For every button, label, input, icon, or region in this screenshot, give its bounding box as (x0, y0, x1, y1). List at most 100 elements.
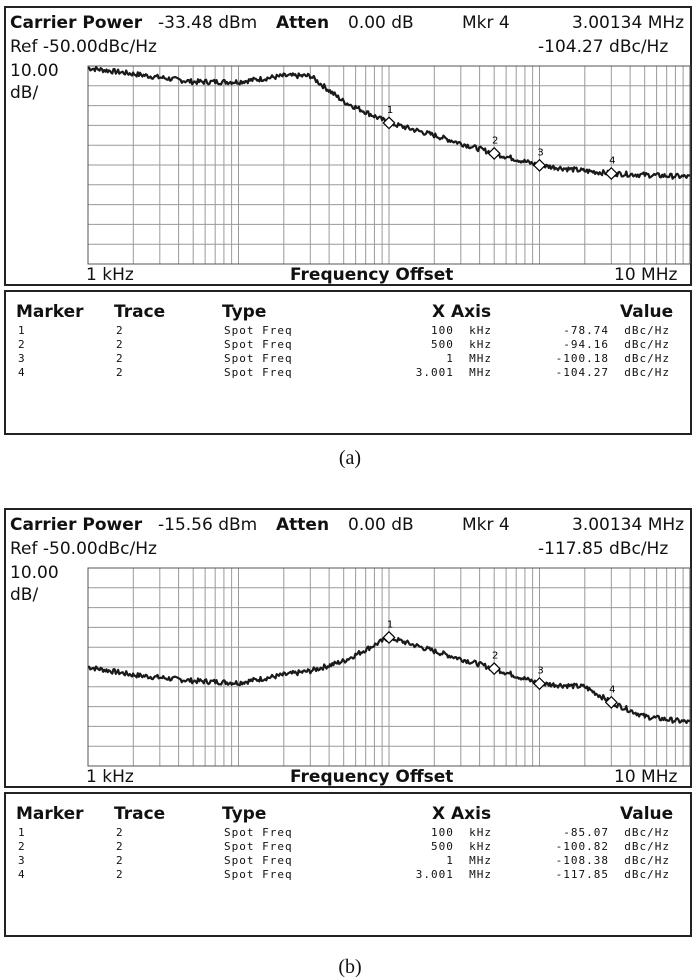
cell-marker: 2 (18, 840, 26, 853)
marker-1-diamond (382, 630, 396, 644)
atten-value: 0.00 dB (348, 13, 414, 33)
x-axis-start-label: 1 kHz (86, 767, 134, 787)
cell-x-axis: 100 kHz (431, 324, 492, 337)
cell-type: Spot Freq (224, 366, 293, 379)
cell-trace: 2 (116, 868, 124, 881)
col-header-type: Type (222, 302, 267, 322)
marker-4-diamond (604, 166, 618, 180)
scale-unit: dB/ (10, 83, 39, 103)
carrier-power-label: Carrier Power (10, 13, 143, 33)
atten-label: Atten (276, 13, 330, 33)
x-axis-end-label: 10 MHz (614, 767, 678, 787)
plot-area: Carrier Power -33.48 dBm Atten 0.00 dB M… (4, 6, 692, 286)
col-header-trace: Trace (114, 804, 166, 824)
cell-x-axis: 3.001 MHz (415, 868, 492, 881)
marker-table: Marker Trace Type X Axis Value 1 2 Spot … (4, 290, 692, 435)
cell-x-axis: 1 MHz (446, 854, 492, 867)
carrier-power-value: -33.48 dBm (158, 13, 258, 33)
cell-marker: 3 (18, 352, 26, 365)
marker-1-label: 1 (387, 105, 393, 116)
cell-x-axis: 3.001 MHz (415, 366, 492, 379)
marker-2-diamond (487, 662, 501, 676)
figure-caption-a: (a) (338, 447, 362, 469)
cell-value: -85.07 dBc/Hz (563, 826, 670, 839)
scale-value: 10.00 (10, 61, 59, 81)
marker-frequency: 3.00134 MHz (572, 13, 685, 33)
cell-x-axis: 500 kHz (431, 338, 492, 351)
cell-value: -100.82 dBc/Hz (555, 840, 670, 853)
marker-frequency: 3.00134 MHz (572, 515, 685, 535)
cell-trace: 2 (116, 854, 124, 867)
scale-unit: dB/ (10, 585, 39, 605)
marker-value: -117.85 dBc/Hz (538, 539, 669, 559)
cell-x-axis: 1 MHz (446, 352, 492, 365)
col-header-marker: Marker (16, 804, 84, 824)
col-header-x-axis: X Axis (432, 302, 492, 322)
reference-level: Ref -50.00dBc/Hz (10, 539, 157, 559)
analyzer-panel-b: Carrier Power -15.56 dBm Atten 0.00 dB M… (4, 508, 694, 937)
cell-marker: 4 (18, 868, 26, 881)
carrier-power-label: Carrier Power (10, 515, 143, 535)
cell-type: Spot Freq (224, 324, 293, 337)
marker-label: Mkr 4 (462, 515, 510, 535)
x-axis-start-label: 1 kHz (86, 265, 134, 285)
cell-x-axis: 500 kHz (431, 840, 492, 853)
cell-type: Spot Freq (224, 338, 293, 351)
cell-marker: 4 (18, 366, 26, 379)
analyzer-panel-a: Carrier Power -33.48 dBm Atten 0.00 dB M… (4, 6, 694, 435)
marker-table: Marker Trace Type X Axis Value 1 2 Spot … (4, 792, 692, 937)
cell-type: Spot Freq (224, 854, 293, 867)
cell-marker: 1 (18, 826, 26, 839)
col-header-value: Value (620, 804, 674, 824)
plot-frame (87, 65, 691, 265)
cell-trace: 2 (116, 324, 124, 337)
phase-noise-chart: 1 2 3 4 (87, 65, 691, 265)
cell-value: -94.16 dBc/Hz (563, 338, 670, 351)
cell-value: -104.27 dBc/Hz (555, 366, 670, 379)
scale-value: 10.00 (10, 563, 59, 583)
cell-trace: 2 (116, 366, 124, 379)
cell-type: Spot Freq (224, 868, 293, 881)
cell-trace: 2 (116, 352, 124, 365)
cell-trace: 2 (116, 840, 124, 853)
cell-marker: 2 (18, 338, 26, 351)
x-axis-title: Frequency Offset (290, 265, 454, 285)
marker-4-label: 4 (609, 155, 615, 166)
cell-value: -100.18 dBc/Hz (555, 352, 670, 365)
phase-noise-chart: 1 2 3 4 (87, 567, 691, 767)
marker-2-label: 2 (492, 135, 498, 146)
col-header-x-axis: X Axis (432, 804, 492, 824)
cell-x-axis: 100 kHz (431, 826, 492, 839)
marker-4-diamond (604, 695, 618, 709)
marker-1-diamond (382, 116, 396, 130)
cell-value: -78.74 dBc/Hz (563, 324, 670, 337)
col-header-marker: Marker (16, 302, 84, 322)
x-axis-end-label: 10 MHz (614, 265, 678, 285)
cell-type: Spot Freq (224, 826, 293, 839)
marker-4-label: 4 (609, 684, 615, 695)
grid (87, 65, 691, 265)
cell-type: Spot Freq (224, 352, 293, 365)
atten-label: Atten (276, 515, 330, 535)
col-header-value: Value (620, 302, 674, 322)
cell-marker: 1 (18, 324, 26, 337)
plot-area: Carrier Power -15.56 dBm Atten 0.00 dB M… (4, 508, 692, 788)
marker-2-diamond (487, 146, 501, 160)
marker-3-label: 3 (537, 666, 543, 677)
cell-marker: 3 (18, 854, 26, 867)
marker-1-label: 1 (387, 619, 393, 630)
grid (87, 567, 691, 767)
marker-3-diamond (532, 158, 547, 172)
x-axis-title: Frequency Offset (290, 767, 454, 787)
marker-value: -104.27 dBc/Hz (538, 37, 669, 57)
marker-2-label: 2 (492, 651, 498, 662)
cell-value: -117.85 dBc/Hz (555, 868, 670, 881)
marker-3-diamond (532, 677, 547, 691)
reference-level: Ref -50.00dBc/Hz (10, 37, 157, 57)
cell-trace: 2 (116, 338, 124, 351)
atten-value: 0.00 dB (348, 515, 414, 535)
cell-trace: 2 (116, 826, 124, 839)
figure-caption-b: (b) (338, 956, 362, 978)
col-header-trace: Trace (114, 302, 166, 322)
cell-value: -108.38 dBc/Hz (555, 854, 670, 867)
